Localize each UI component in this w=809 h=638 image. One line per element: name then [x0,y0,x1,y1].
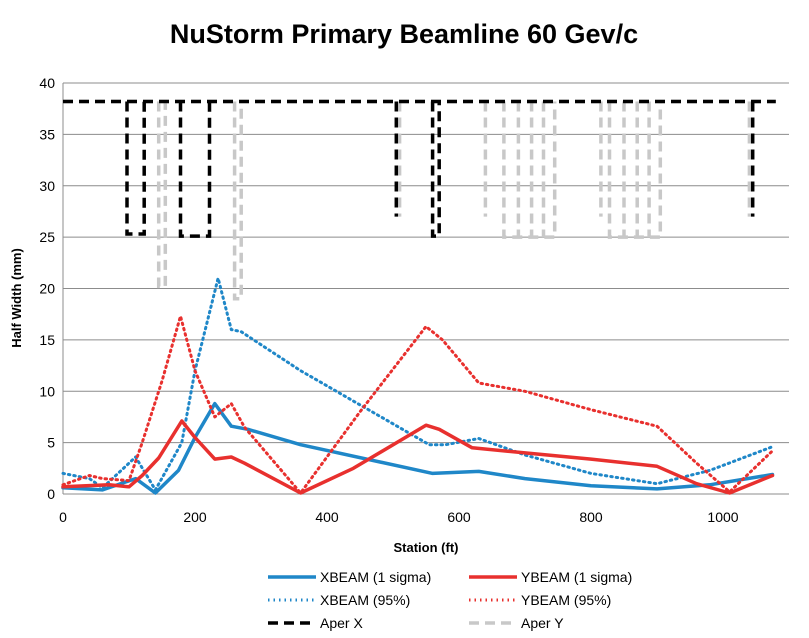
x-axis-label: Station (ft) [394,540,459,555]
series-line-1 [61,276,774,492]
y-tick-label: 40 [39,75,55,91]
legend-label: Aper X [320,615,363,631]
series-group-5 [63,99,776,301]
x-tick-label: 1000 [707,509,738,525]
series-group-4 [63,99,776,238]
legend: XBEAM (1 sigma) XBEAM (95%) Aper X YBEAM (1… [268,569,632,631]
y-tick-label: 15 [39,332,55,348]
y-tick-label: 10 [39,383,55,399]
gridlines [62,82,789,495]
chart-title: NuStorm Primary Beamline 60 Gev/c [170,19,638,49]
aperture-segment-4-4 [430,101,441,238]
series-line-0 [61,401,775,495]
legend-label: YBEAM (95%) [521,592,611,608]
legend-label: Aper Y [521,615,564,631]
series-lines [61,99,776,495]
x-tick-label: 0 [59,509,67,525]
x-tick-label: 600 [447,509,471,525]
legend-label: YBEAM (1 sigma) [521,569,632,585]
aperture-segment-5-2 [232,101,243,301]
y-tick-label: 30 [39,178,55,194]
y-tick-label: 20 [39,281,55,297]
aperture-segment-5-5 [502,101,557,239]
y-tick-label: 5 [47,435,55,451]
aperture-segment-5-10 [607,101,663,239]
x-tick-label: 200 [183,509,207,525]
aperture-segment-4-1 [125,101,146,236]
y-tick-labels: 0 5 10 15 20 25 30 35 40 [39,75,55,502]
y-tick-label: 25 [39,229,55,245]
legend-label: XBEAM (95%) [320,592,410,608]
x-tick-label: 400 [315,509,339,525]
series-line-3 [61,314,774,495]
aperture-segment-4-2 [178,101,212,238]
x-tick-label: 800 [579,509,603,525]
y-tick-label: 0 [47,486,55,502]
series-line-2 [61,419,775,495]
aperture-segment-5-1 [156,101,168,289]
x-tick-labels: 0 200 400 600 800 1000 [59,509,739,525]
y-tick-label: 35 [39,126,55,142]
legend-label: XBEAM (1 sigma) [320,569,431,585]
y-axis-label: Half Width (mm) [9,248,24,348]
